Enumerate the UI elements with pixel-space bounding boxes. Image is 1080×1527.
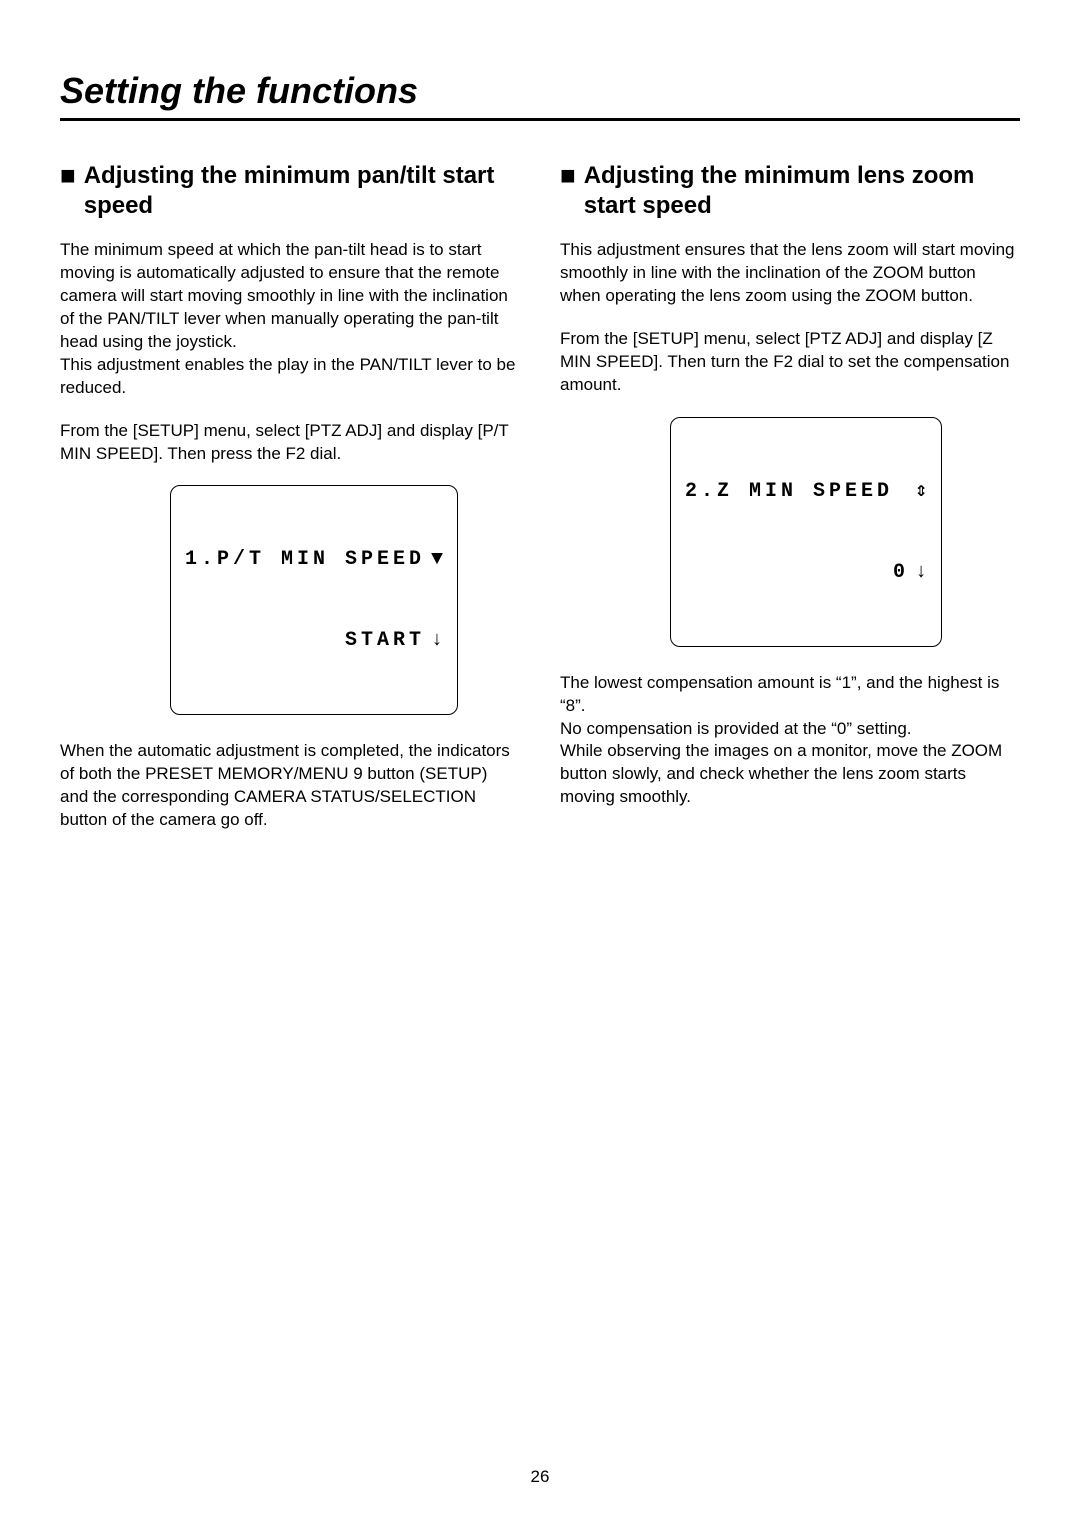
right-column: ■ Adjusting the minimum lens zoom start … (560, 161, 1020, 852)
left-paragraph-1: The minimum speed at which the pan-tilt … (60, 239, 520, 400)
updown-arrow-icon: ⇕ (909, 478, 927, 505)
right-lcd-display: 2.Z MIN SPEED ⇕ 0 ↓ (670, 417, 942, 647)
lcd-line-1: 2.Z MIN SPEED ⇕ (685, 478, 927, 505)
lcd-line2-text: 0 (685, 559, 909, 586)
lcd-line-2: 0 ↓ (685, 559, 927, 586)
lcd-line2-text: START (185, 627, 425, 654)
square-bullet-icon: ■ (60, 161, 76, 191)
page-number: 26 (0, 1467, 1080, 1487)
right-paragraph-1: This adjustment ensures that the lens zo… (560, 239, 1020, 308)
right-heading-text: Adjusting the minimum lens zoom start sp… (584, 161, 1020, 221)
left-column: ■ Adjusting the minimum pan/tilt start s… (60, 161, 520, 852)
left-heading-text: Adjusting the minimum pan/tilt start spe… (84, 161, 520, 221)
page-title: Setting the functions (60, 70, 1020, 121)
lcd-line1-text: 2.Z MIN SPEED (685, 478, 909, 505)
right-heading: ■ Adjusting the minimum lens zoom start … (560, 161, 1020, 221)
down-arrow-icon: ↓ (909, 559, 927, 586)
square-bullet-icon: ■ (560, 161, 576, 191)
left-lcd-display: 1.P/T MIN SPEED ▼ START ↓ (170, 485, 458, 715)
lcd-line-2: START ↓ (185, 627, 443, 654)
down-arrow-icon: ↓ (425, 627, 443, 654)
left-paragraph-2: From the [SETUP] menu, select [PTZ ADJ] … (60, 420, 520, 466)
down-triangle-icon: ▼ (425, 546, 443, 573)
lcd-line-1: 1.P/T MIN SPEED ▼ (185, 546, 443, 573)
left-paragraph-3: When the automatic adjustment is complet… (60, 740, 520, 832)
left-heading: ■ Adjusting the minimum pan/tilt start s… (60, 161, 520, 221)
lcd-line1-text: 1.P/T MIN SPEED (185, 546, 425, 573)
content-columns: ■ Adjusting the minimum pan/tilt start s… (60, 161, 1020, 852)
right-paragraph-3: The lowest compensation amount is “1”, a… (560, 672, 1020, 810)
right-paragraph-2: From the [SETUP] menu, select [PTZ ADJ] … (560, 328, 1020, 397)
